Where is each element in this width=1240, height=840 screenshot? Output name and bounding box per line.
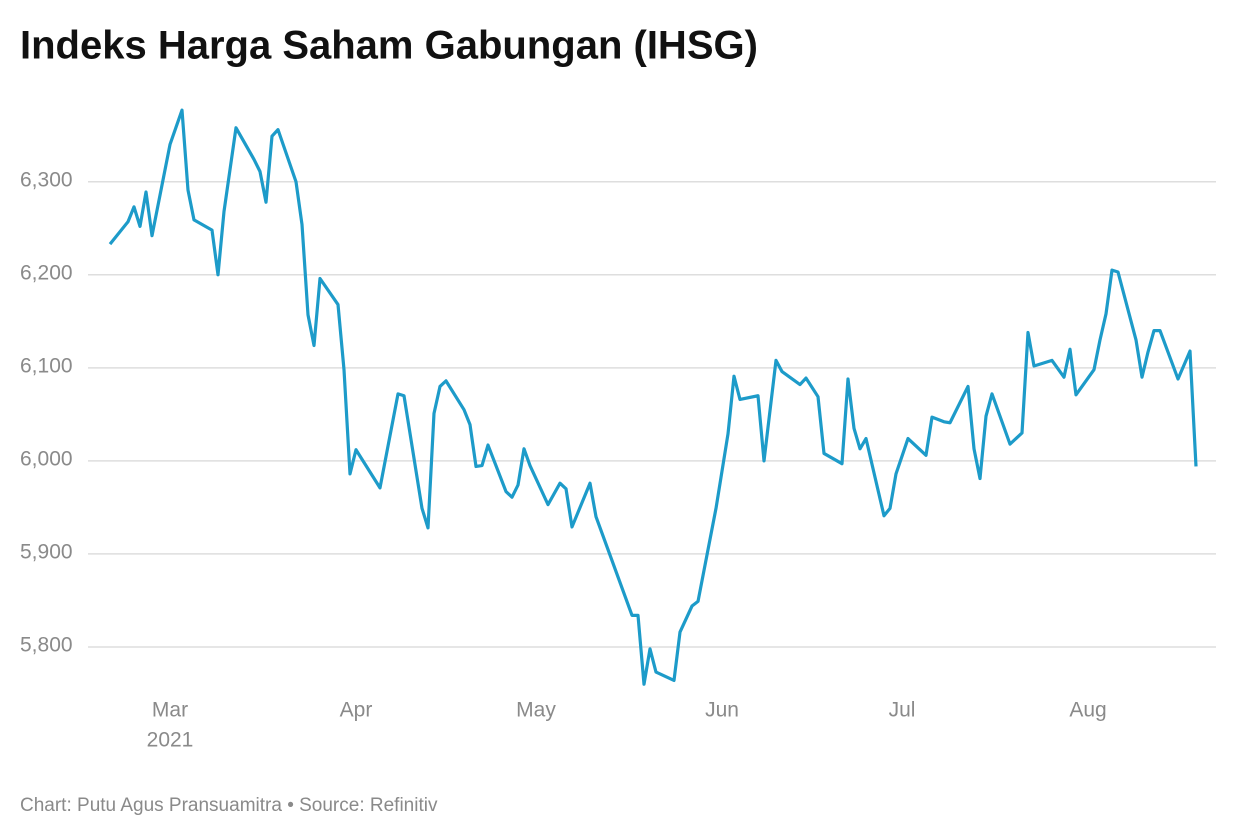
y-tick-label: 6,200 (20, 261, 73, 284)
x-tick-label: May (516, 699, 556, 722)
footer: Chart: Putu Agus Pransuamitra • Source: … (20, 795, 438, 816)
x-tick-label: Aug (1069, 699, 1106, 722)
y-tick-label: 6,100 (20, 354, 73, 377)
x-year-label: 2021 (147, 729, 194, 752)
x-tick-label: Jun (705, 699, 739, 722)
chart-title: Indeks Harga Saham Gabungan (IHSG) (20, 24, 758, 68)
y-tick-label: 5,900 (20, 540, 73, 563)
x-tick-label: Apr (340, 699, 373, 722)
y-tick-label: 5,800 (20, 634, 73, 657)
line-series (108, 108, 1198, 686)
x-tick-label: Mar (152, 699, 188, 722)
x-tick-label: Jul (889, 699, 916, 722)
y-tick-label: 6,000 (20, 447, 73, 470)
y-tick-label: 6,300 (20, 168, 73, 191)
